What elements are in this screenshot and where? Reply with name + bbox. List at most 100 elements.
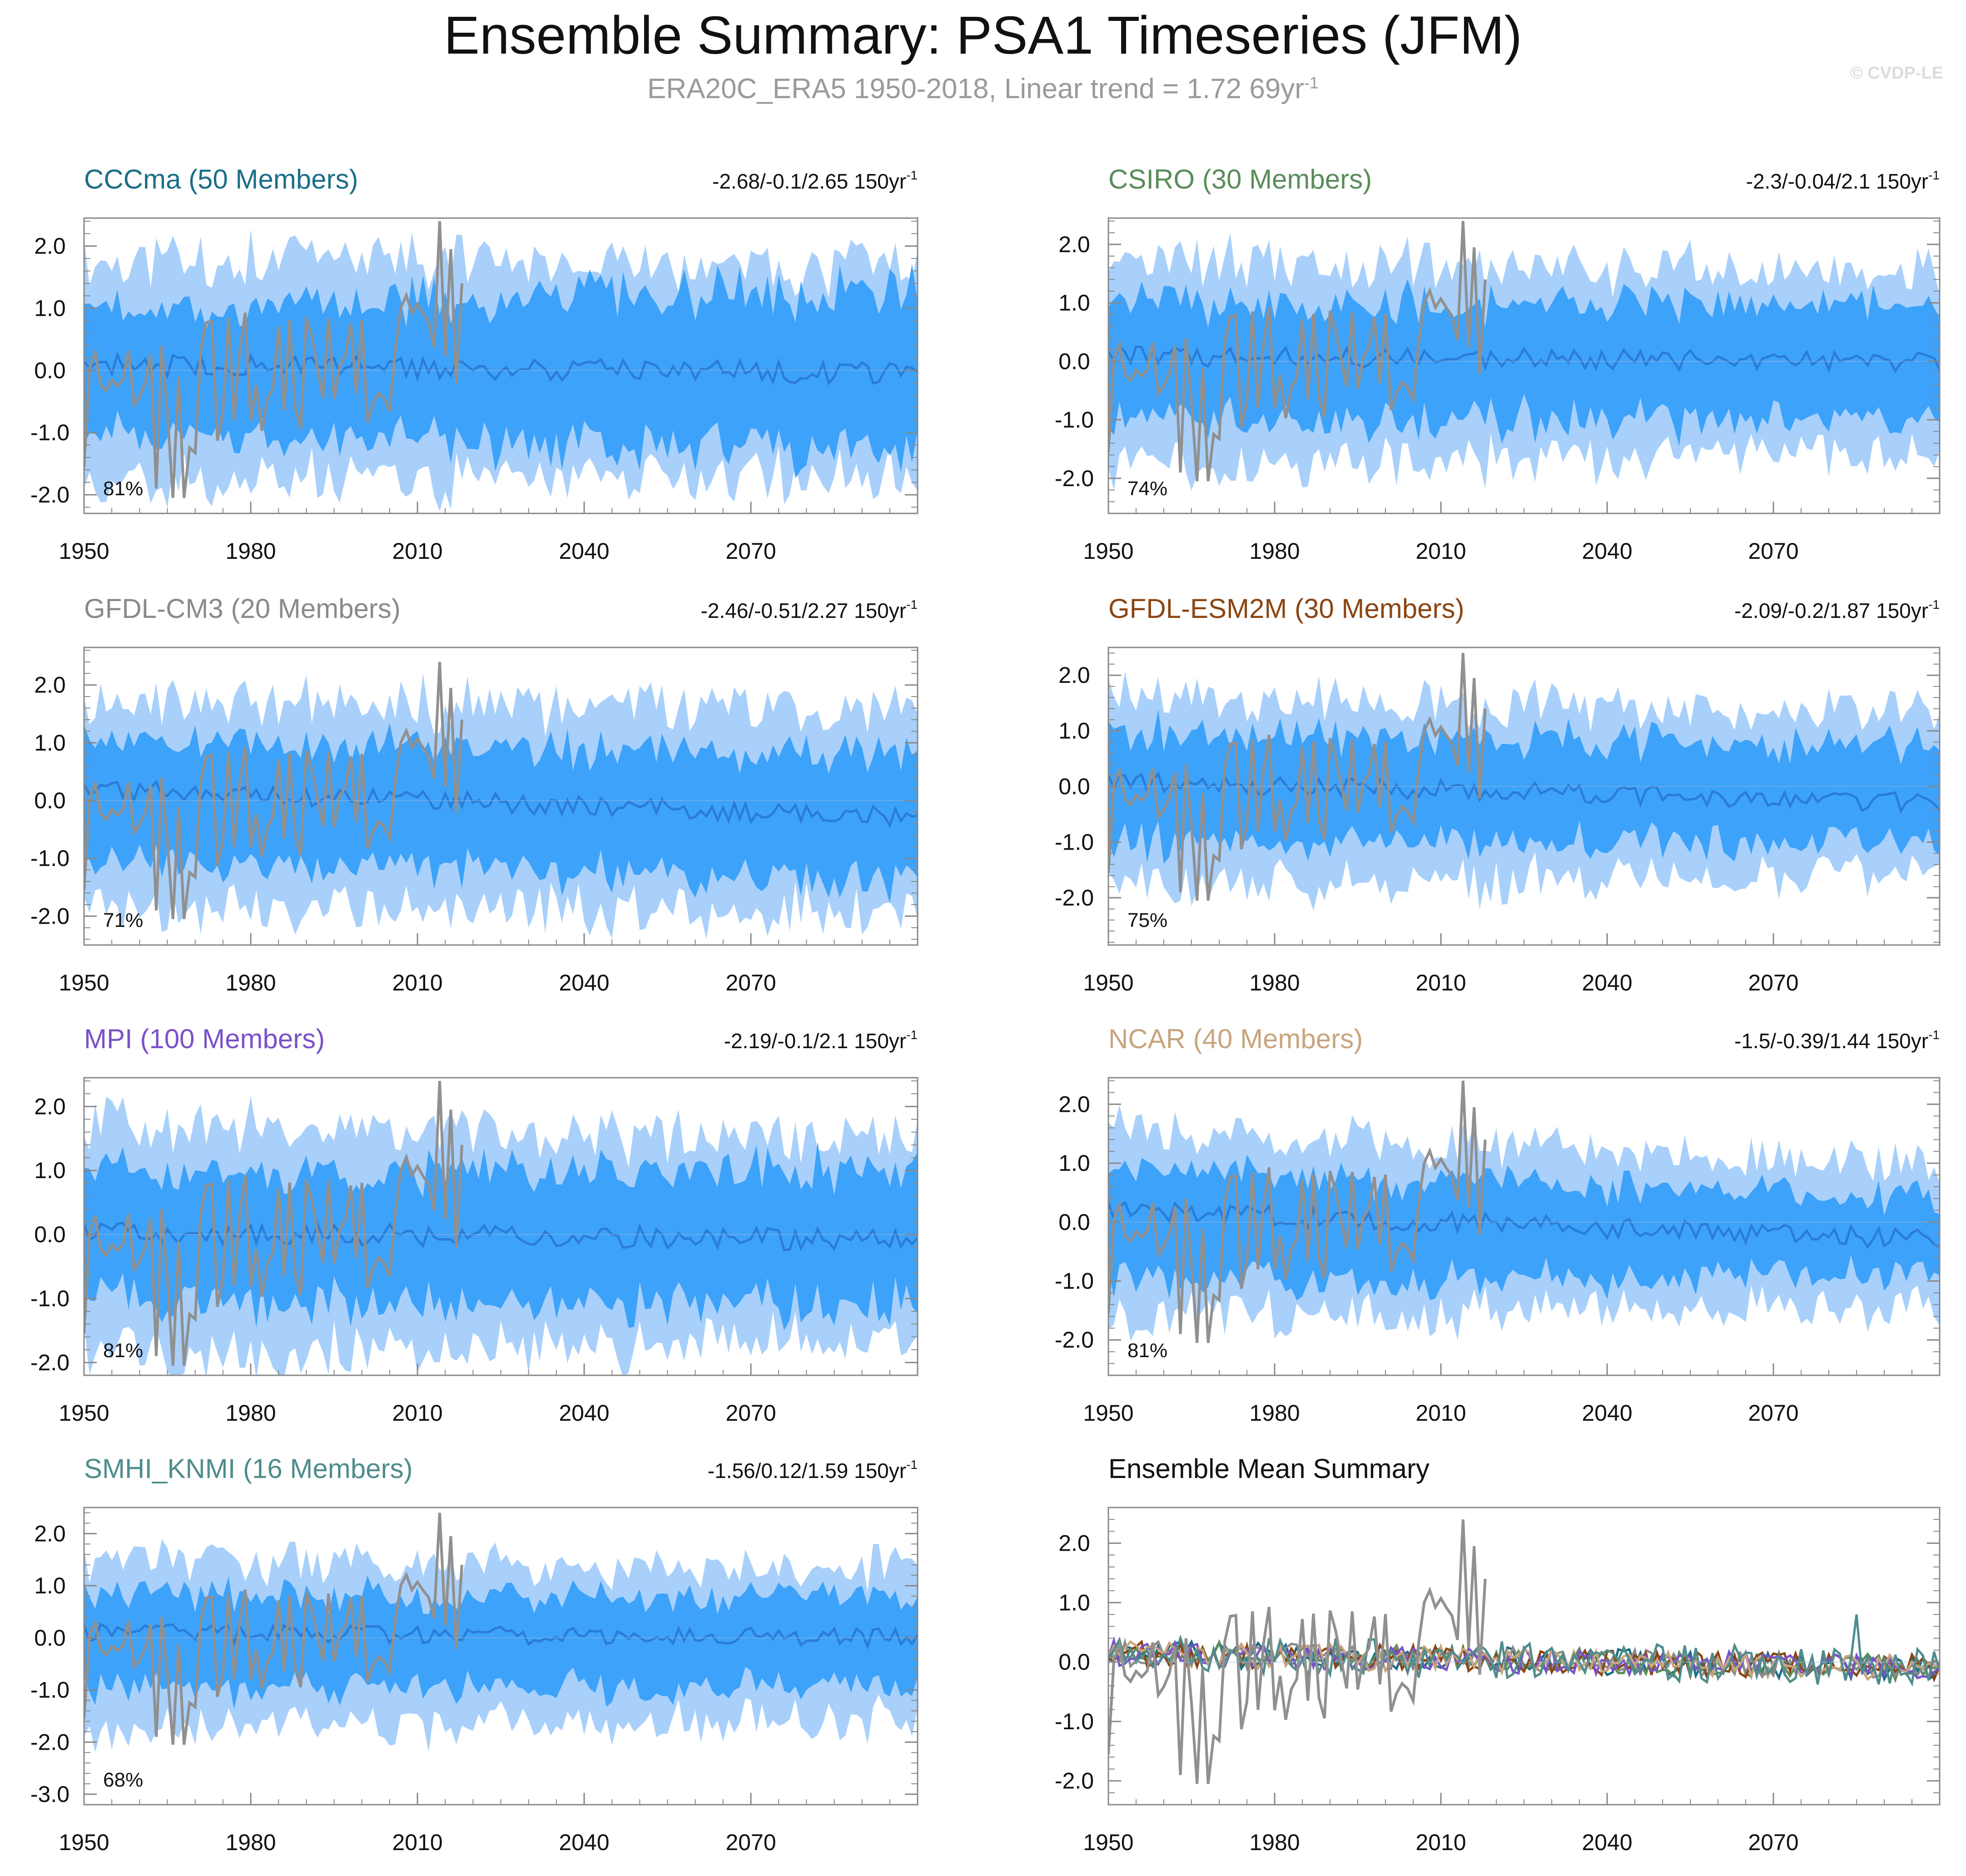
ytick-label: -1.0 — [30, 846, 70, 871]
ytick-label: -1.0 — [30, 1677, 70, 1703]
ytick-label: 2.0 — [34, 1094, 66, 1119]
xtick-label: 1950 — [1083, 970, 1133, 995]
plot-area — [84, 221, 918, 511]
ytick-label: 0.0 — [1058, 1209, 1090, 1235]
observations-line — [84, 1513, 463, 1745]
xtick-label: 2010 — [1415, 1830, 1466, 1855]
xtick-label: 1980 — [1249, 1830, 1300, 1855]
xtick-label: 2070 — [725, 538, 776, 564]
ytick-label: -1.0 — [30, 1286, 70, 1311]
panel-title: NCAR (40 Members) — [1108, 1024, 1363, 1054]
ytick-label: -2.0 — [30, 1729, 70, 1755]
xtick-label: 1980 — [225, 970, 276, 995]
ytick-label: 1.0 — [34, 1573, 66, 1598]
xtick-label: 1950 — [59, 1830, 109, 1855]
panel-3: GFDL-CM3 (20 Members) -2.46/-0.51/2.27 15… — [30, 593, 918, 995]
ytick-label: -2.0 — [1055, 1768, 1094, 1794]
ytick-label: 0.0 — [1058, 1649, 1090, 1675]
xtick-label: 2070 — [725, 970, 776, 995]
xtick-label: 2040 — [559, 1400, 609, 1426]
xtick-label: 1980 — [1249, 538, 1300, 564]
xtick-label: 1950 — [1083, 1400, 1133, 1426]
xtick-label: 2040 — [1582, 538, 1632, 564]
observations-line — [84, 1080, 463, 1366]
xtick-label: 1950 — [59, 1400, 109, 1426]
range-text: -2.09/-0.2/1.87 150yr — [1734, 599, 1928, 622]
observations-line — [1108, 1080, 1487, 1344]
xtick-label: 2010 — [392, 1830, 442, 1855]
ytick-label: 2.0 — [1058, 662, 1090, 688]
xtick-label: 2040 — [1582, 1400, 1632, 1426]
panel-title: CCCma (50 Members) — [84, 164, 358, 194]
ytick-label: 2.0 — [34, 1521, 66, 1546]
ytick-label: 2.0 — [1058, 1530, 1090, 1556]
panel-1: CCCma (50 Members) -2.68/-0.1/2.65 150yr-… — [30, 164, 918, 564]
mean-line-gfdl-esm2m — [1108, 1638, 1940, 1682]
panel-range-stats: -2.19/-0.1/2.1 150yr-1 — [724, 1028, 918, 1053]
ytick-label: 2.0 — [1058, 1091, 1090, 1117]
xtick-label: 2040 — [1582, 1830, 1632, 1855]
range-exponent: -1 — [1928, 597, 1940, 612]
ytick-label: 2.0 — [34, 672, 66, 698]
plot-area — [1108, 1080, 1940, 1344]
plot-area — [84, 662, 918, 939]
xtick-label: 1950 — [1083, 538, 1133, 564]
xtick-label: 2040 — [559, 970, 609, 995]
range-text: -2.46/-0.51/2.27 150yr — [700, 599, 906, 622]
ytick-label: -1.0 — [1055, 1268, 1094, 1294]
observations-line — [1108, 221, 1487, 482]
panel-range-stats: -1.5/-0.39/1.44 150yr-1 — [1734, 1028, 1940, 1053]
ytick-label: -2.0 — [30, 1350, 70, 1375]
ytick-label: -2.0 — [1055, 466, 1094, 491]
band-inner-80 — [84, 1575, 918, 1709]
ytick-label: -1.0 — [1055, 407, 1094, 433]
xtick-label: 1980 — [225, 1830, 276, 1855]
ytick-label: 1.0 — [1058, 1590, 1090, 1615]
range-exponent: -1 — [906, 597, 918, 612]
panel-range-stats: -2.09/-0.2/1.87 150yr-1 — [1734, 597, 1940, 622]
plot-frame — [1107, 1507, 1941, 1806]
ensemble-mean-line — [1108, 771, 1940, 814]
xtick-label: 1950 — [59, 970, 109, 995]
percent-label: 71% — [103, 909, 143, 931]
xtick-label: 2010 — [392, 538, 442, 564]
percent-label: 81% — [1127, 1339, 1167, 1362]
page-title: Ensemble Summary: PSA1 Timeseries (JFM) — [444, 5, 1522, 65]
xtick-label: 2010 — [1415, 538, 1466, 564]
ytick-label: 2.0 — [1058, 232, 1090, 257]
range-exponent: -1 — [906, 168, 918, 182]
panel-range-stats: -2.46/-0.51/2.27 150yr-1 — [700, 597, 918, 622]
band-inner-80 — [84, 1141, 918, 1331]
xtick-label: 2010 — [1415, 970, 1466, 995]
range-text: -2.3/-0.04/2.1 150yr — [1746, 169, 1928, 193]
ytick-label: 0.0 — [34, 358, 66, 383]
percent-label: 81% — [103, 1339, 143, 1362]
range-text: -1.56/0.12/1.59 150yr — [708, 1459, 906, 1483]
plot-area — [84, 1513, 918, 1752]
ensemble-mean-line — [1108, 1201, 1940, 1249]
ensemble-mean-line — [84, 1622, 918, 1650]
ytick-label: 1.0 — [1058, 1150, 1090, 1176]
panel-7: SMHI_KNMI (16 Members) -1.56/0.12/1.59 15… — [30, 1453, 918, 1855]
ytick-label: 1.0 — [1058, 290, 1090, 316]
subtitle-text: ERA20C_ERA5 1950-2018, Linear trend = 1.… — [647, 73, 1304, 104]
plot-area — [84, 1080, 918, 1375]
ytick-label: -1.0 — [1055, 1709, 1094, 1734]
band-inner-80 — [1108, 279, 1940, 446]
panel-range-stats: -2.68/-0.1/2.65 150yr-1 — [712, 168, 918, 193]
xtick-label: 1950 — [1083, 1830, 1133, 1855]
ytick-label: -1.0 — [1055, 830, 1094, 855]
range-text: -1.5/-0.39/1.44 150yr — [1734, 1029, 1928, 1053]
panel-4: GFDL-ESM2M (30 Members) -2.09/-0.2/1.87 1… — [1055, 593, 1941, 995]
xtick-label: 1950 — [59, 538, 109, 564]
xtick-label: 1980 — [1249, 970, 1300, 995]
mean-line-smhi-knmi — [1108, 1614, 1940, 1687]
ytick-label: -2.0 — [1055, 885, 1094, 911]
xtick-label: 2070 — [1748, 538, 1798, 564]
plot-area — [1108, 1519, 1940, 1784]
xtick-label: 1980 — [225, 538, 276, 564]
panel-range-stats: -2.3/-0.04/2.1 150yr-1 — [1746, 168, 1940, 193]
ytick-label: -3.0 — [30, 1781, 70, 1807]
ytick-label: 0.0 — [34, 1625, 66, 1651]
